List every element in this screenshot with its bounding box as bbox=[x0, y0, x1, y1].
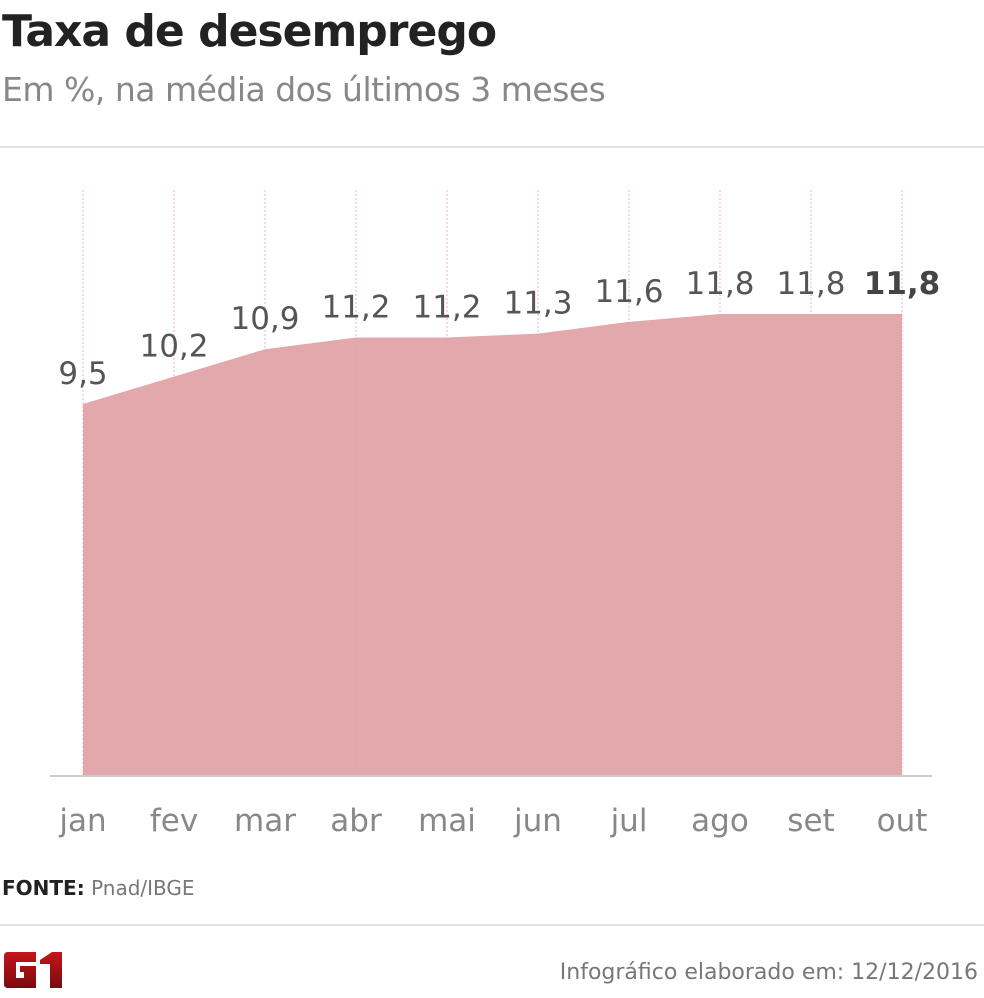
chart-subtitle: Em %, na média dos últimos 3 meses bbox=[2, 70, 606, 109]
data-label: 11,8 bbox=[685, 266, 754, 302]
area-chart: 9,5 jan 10,2 fev 10,9 mar 11,2 abr 11,2 mai 11,3 ju… bbox=[50, 190, 941, 839]
data-label: 11,8 bbox=[776, 266, 845, 302]
area-series bbox=[83, 314, 902, 776]
data-label: 10,9 bbox=[230, 301, 299, 337]
x-tick-label: ago bbox=[691, 803, 749, 839]
data-label: 11,8 bbox=[864, 266, 941, 302]
g1-logo bbox=[4, 952, 62, 988]
x-tick-label: mar bbox=[234, 803, 296, 839]
data-label: 11,3 bbox=[503, 286, 572, 322]
divider bbox=[0, 924, 984, 926]
data-label: 10,2 bbox=[139, 329, 208, 365]
x-tick-label: out bbox=[877, 803, 928, 839]
x-tick-label: mai bbox=[418, 803, 476, 839]
source-label: FONTE: bbox=[2, 876, 85, 900]
source-text: Pnad/IBGE bbox=[91, 876, 195, 900]
data-label: 11,2 bbox=[321, 289, 390, 325]
x-tick-label: jul bbox=[610, 803, 648, 839]
x-tick-label: fev bbox=[150, 803, 198, 839]
x-tick-label: set bbox=[787, 803, 834, 839]
x-tick-label: jun bbox=[513, 803, 562, 839]
data-label: 9,5 bbox=[58, 356, 107, 392]
x-tick-label: jan bbox=[58, 803, 106, 839]
x-tick-label: abr bbox=[330, 803, 382, 839]
data-label: 11,2 bbox=[412, 289, 481, 325]
divider bbox=[0, 146, 984, 148]
credit-text: Infográfico elaborado em: 12/12/2016 bbox=[559, 960, 978, 985]
chart-title: Taxa de desemprego bbox=[2, 6, 497, 57]
source-note: FONTE: Pnad/IBGE bbox=[2, 876, 195, 900]
data-label: 11,6 bbox=[594, 274, 663, 310]
